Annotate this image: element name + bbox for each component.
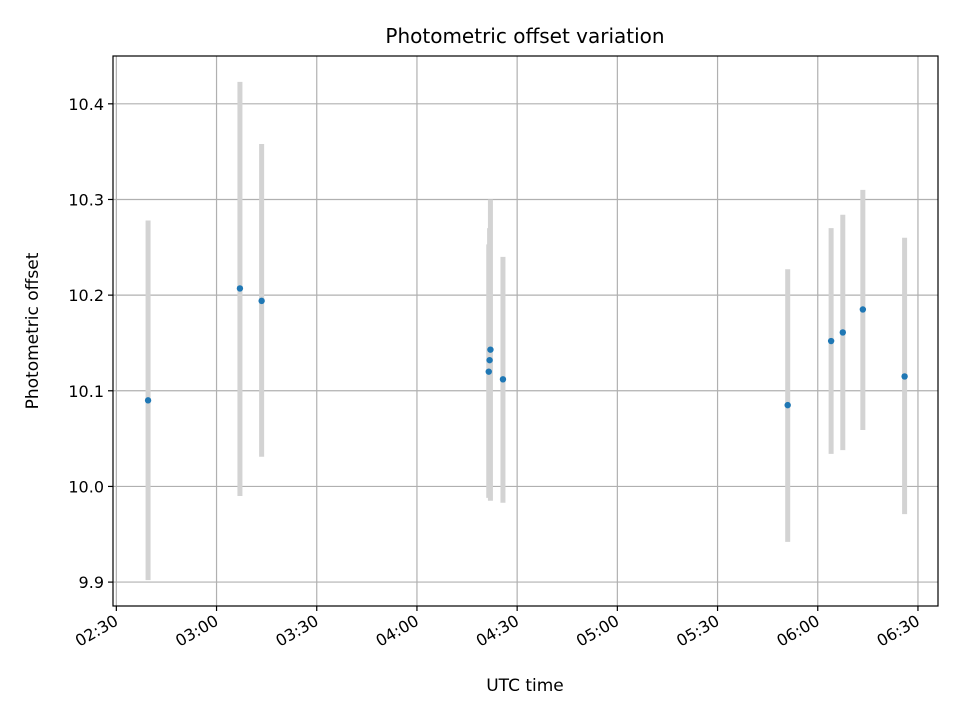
data-point: [485, 368, 492, 375]
y-tick-label: 10.0: [68, 477, 104, 496]
y-tick-label: 9.9: [79, 573, 104, 592]
data-point: [784, 401, 791, 409]
data-point: [487, 346, 494, 353]
grid-layer: [113, 56, 938, 606]
data-point: [859, 306, 867, 313]
data-point: [839, 329, 847, 336]
y-tick-label: 10.4: [68, 95, 104, 114]
data-point: [827, 337, 835, 345]
data-point: [499, 376, 507, 383]
data-point: [486, 356, 493, 364]
y-tick-label: 10.3: [68, 190, 104, 209]
y-axis-title: Photometric offset: [23, 252, 43, 409]
point-layer: [144, 285, 908, 409]
plot-area-frame: [112, 55, 939, 607]
y-tick-label: 10.2: [68, 286, 104, 305]
y-tick-label: 10.1: [68, 382, 104, 401]
data-point: [236, 285, 244, 292]
chart-title: Photometric offset variation: [385, 24, 664, 48]
data-point: [258, 297, 265, 305]
data-point: [901, 373, 908, 380]
data-point: [144, 397, 152, 404]
y-axis: 9.9 10.0 10.1 10.2 10.3 10.4: [68, 95, 113, 592]
x-axis-title: UTC time: [486, 676, 564, 696]
